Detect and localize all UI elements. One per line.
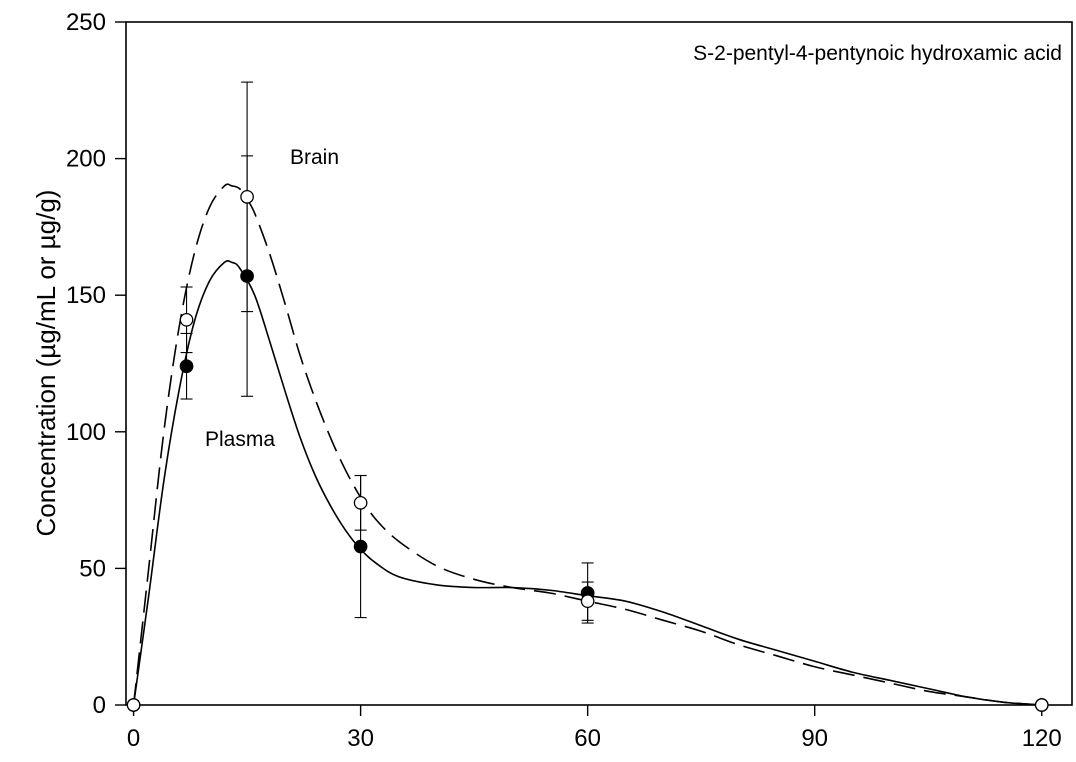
- marker-brain: [353, 495, 368, 510]
- y-tick-label: 50: [79, 555, 106, 582]
- y-axis-title: Concentration (µg/mL or µg/g): [31, 190, 61, 537]
- marker-brain: [580, 594, 595, 609]
- x-tick-label: 60: [574, 725, 601, 752]
- y-tick-label: 250: [66, 9, 106, 36]
- series-label-plasma: Plasma: [205, 428, 275, 451]
- y-tick-label: 100: [66, 419, 106, 446]
- marker-plasma: [240, 269, 254, 283]
- y-axis-ticks: 0 50 100 150 200 250: [66, 9, 126, 719]
- x-tick-label: 0: [127, 725, 140, 752]
- marker-brain: [1034, 698, 1049, 712]
- chart-annotation: S-2-pentyl-4-pentynoic hydroxamic acid: [693, 42, 1062, 65]
- data-markers: [126, 189, 1049, 712]
- plot-frame: [125, 21, 1073, 706]
- marker-plasma: [353, 539, 368, 554]
- marker-brain: [240, 189, 254, 204]
- y-tick-label: 0: [93, 692, 106, 719]
- x-tick-label: 120: [1022, 725, 1062, 752]
- x-tick-label: 30: [347, 725, 374, 752]
- curve-plasma: [132, 259, 1042, 706]
- y-tick-label: 200: [66, 146, 106, 173]
- x-axis-ticks: 0 30 60 90 120: [127, 705, 1062, 752]
- curve-brain: [132, 183, 1042, 706]
- marker-brain: [126, 698, 141, 712]
- y-tick-label: 150: [66, 282, 106, 309]
- marker-brain: [179, 312, 194, 327]
- marker-plasma: [179, 359, 194, 374]
- series-label-brain: Brain: [290, 146, 339, 169]
- error-bars: [180, 81, 594, 624]
- x-tick-label: 90: [801, 725, 828, 752]
- fitted-curves: [132, 183, 1042, 706]
